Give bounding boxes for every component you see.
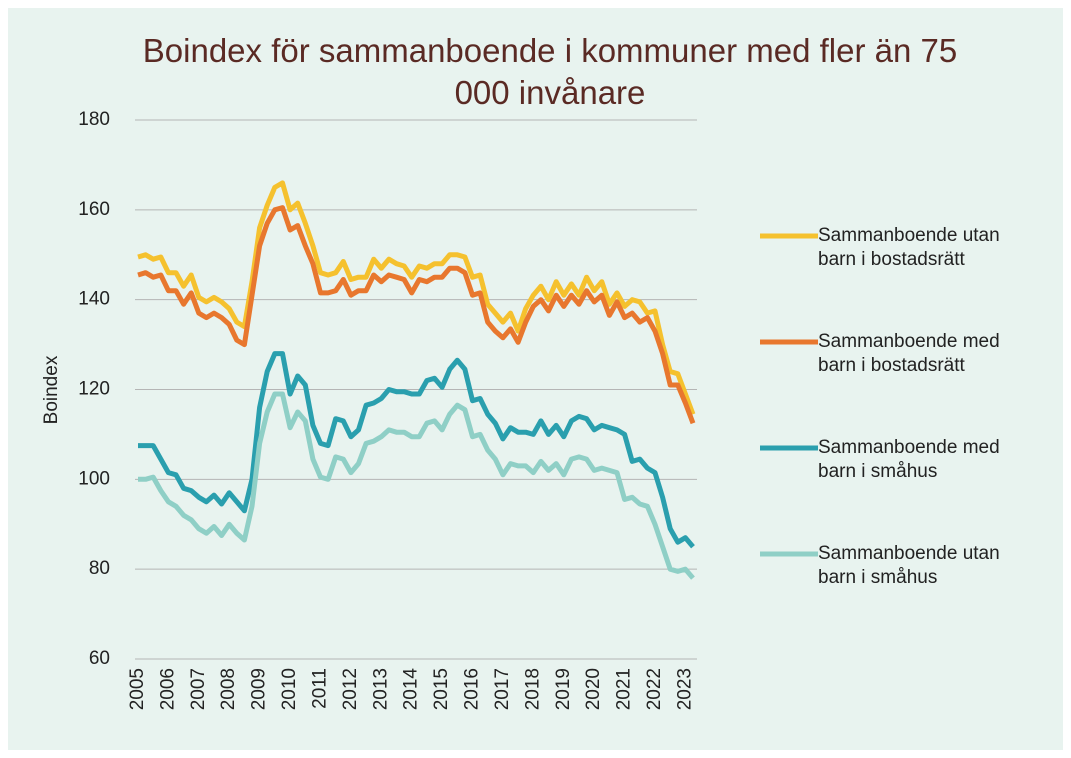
y-axis-label: Boindex xyxy=(41,355,62,424)
x-tick-label: 2022 xyxy=(644,668,665,710)
legend-label: Sammanboende utan barn i småhus xyxy=(818,543,1000,588)
series-line xyxy=(138,391,695,580)
x-tick-label: 2021 xyxy=(614,668,635,710)
x-tick-label: 2016 xyxy=(462,668,483,710)
x-tick-label: 2014 xyxy=(401,668,422,711)
x-tick-label: 2015 xyxy=(431,668,452,710)
x-tick-label: 2019 xyxy=(553,668,574,710)
x-tick-label: 2010 xyxy=(279,668,300,710)
x-tick-label: 2018 xyxy=(522,668,543,710)
legend-label: Sammanboende med barn i bostadsrätt xyxy=(818,331,1000,376)
x-tick-label: 2006 xyxy=(157,668,178,710)
x-tick-label: 2013 xyxy=(370,668,391,710)
x-tick-label: 2005 xyxy=(127,668,148,710)
series-line xyxy=(137,205,696,425)
legend-label: Sammanboende utan barn i bostadsrätt xyxy=(818,225,1000,270)
y-tick-label: 120 xyxy=(78,379,110,400)
legend-label: Sammanboende med barn i småhus xyxy=(818,437,1000,482)
y-tick-label: 60 xyxy=(89,648,110,669)
x-tick-label: 2009 xyxy=(249,668,270,710)
y-tick-label: 160 xyxy=(78,199,110,220)
x-tick-label: 2008 xyxy=(218,668,239,710)
x-tick-label: 2023 xyxy=(674,668,695,710)
chart-background xyxy=(8,8,1063,750)
x-tick-label: 2017 xyxy=(492,668,513,710)
x-tick-label: 2012 xyxy=(340,668,361,710)
y-tick-label: 80 xyxy=(89,558,110,579)
x-tick-label: 2011 xyxy=(309,668,330,709)
y-tick-label: 180 xyxy=(78,109,110,130)
x-tick-label: 2020 xyxy=(583,668,604,710)
x-tick-label: 2007 xyxy=(188,668,209,710)
series-line xyxy=(137,180,696,416)
y-tick-label: 100 xyxy=(78,468,110,489)
chart-title: Boindex för sammanboende i kommuner med … xyxy=(142,32,958,111)
y-tick-label: 140 xyxy=(78,289,110,310)
series-line xyxy=(138,351,695,549)
